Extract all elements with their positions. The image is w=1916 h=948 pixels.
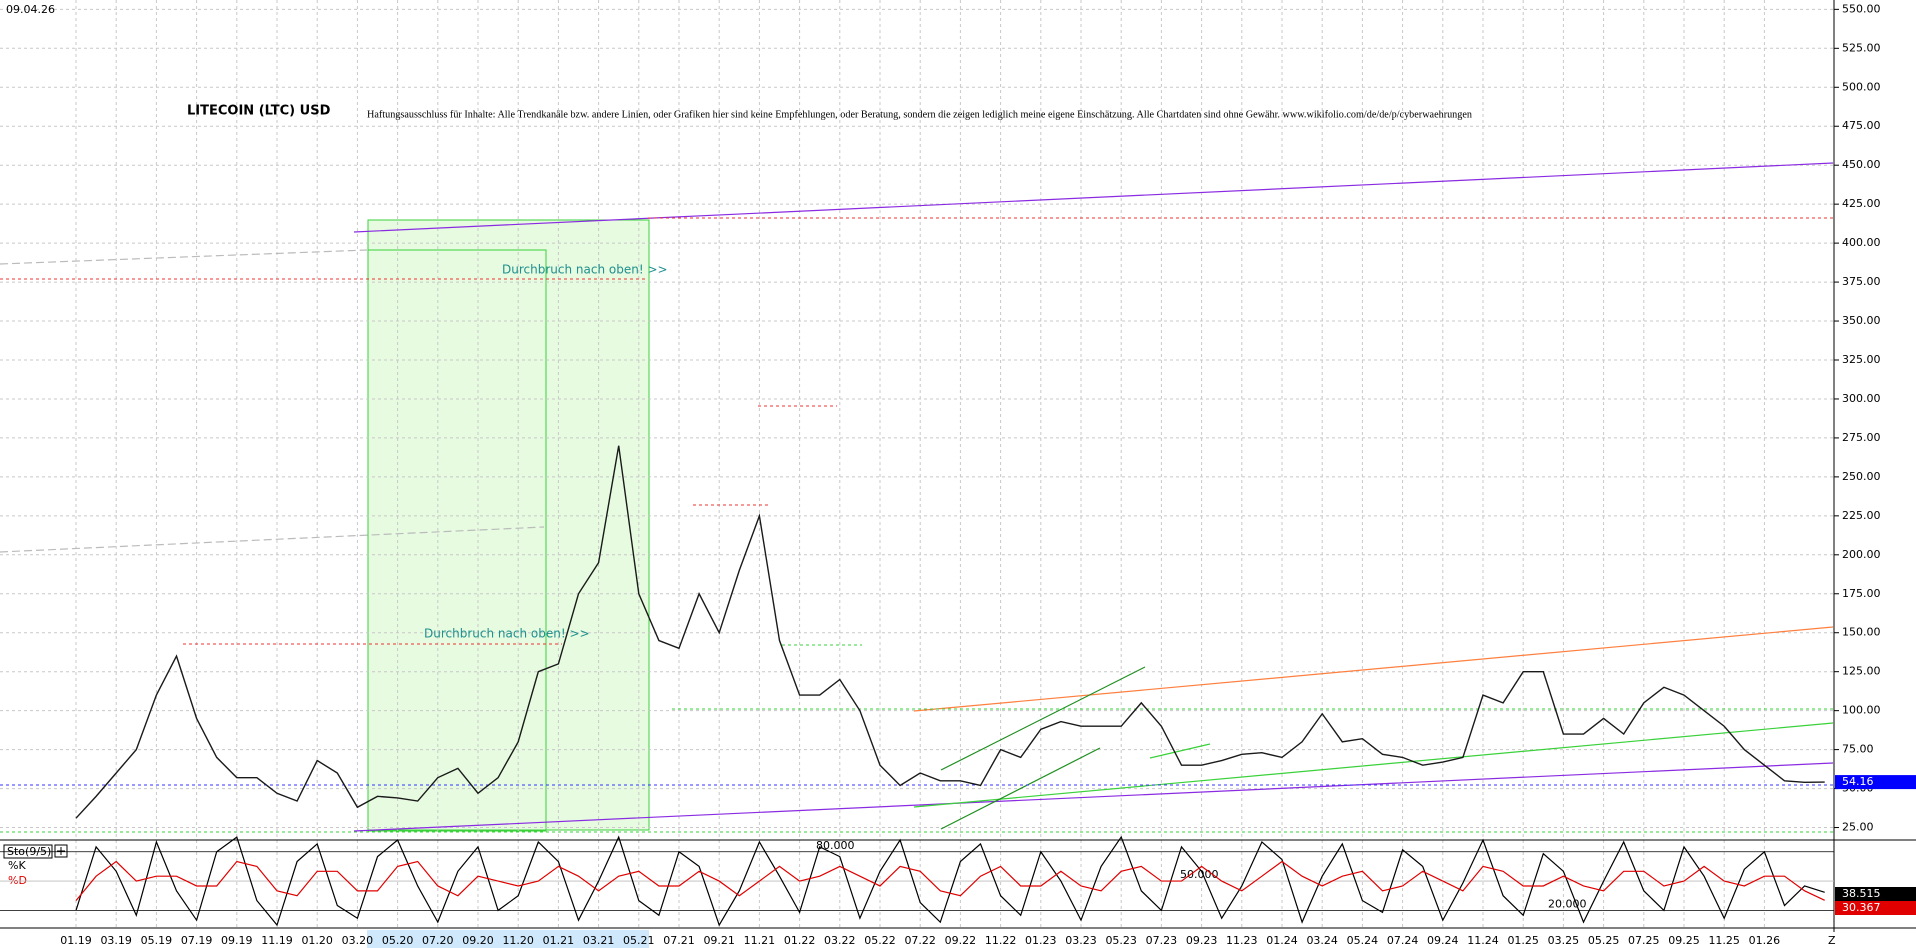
x-tick-label: 01.23 bbox=[1025, 934, 1057, 947]
x-tick-label: 03.22 bbox=[824, 934, 856, 947]
x-tick-label: 03.24 bbox=[1306, 934, 1338, 947]
y-tick-label: 500.00 bbox=[1842, 80, 1881, 93]
value-tag-label: 30.367 bbox=[1842, 901, 1881, 914]
x-tick-label: 07.24 bbox=[1387, 934, 1419, 947]
x-tick-label: 11.24 bbox=[1467, 934, 1499, 947]
x-tick-label: 09.20 bbox=[462, 934, 494, 947]
x-tick-label: 01.26 bbox=[1749, 934, 1781, 947]
x-tick-label: 07.25 bbox=[1628, 934, 1660, 947]
stoch-line bbox=[75, 835, 1825, 927]
x-tick-label: 09.23 bbox=[1186, 934, 1218, 947]
x-tick-label: 05.22 bbox=[864, 934, 896, 947]
x-tick-label: 07.21 bbox=[663, 934, 695, 947]
y-tick-label: 275.00 bbox=[1842, 431, 1881, 444]
y-tick-label: 325.00 bbox=[1842, 353, 1881, 366]
x-tick-label: 05.25 bbox=[1588, 934, 1620, 947]
y-tick-label: 125.00 bbox=[1842, 665, 1881, 678]
x-tick-label: 03.23 bbox=[1065, 934, 1097, 947]
trend-line bbox=[913, 626, 1834, 712]
date: 09.04.26 bbox=[6, 3, 55, 16]
x-tick-label: 11.23 bbox=[1226, 934, 1258, 947]
y-tick-label: 525.00 bbox=[1842, 41, 1881, 54]
trend-line bbox=[940, 666, 1146, 771]
x-tick-label: 11.25 bbox=[1708, 934, 1740, 947]
y-tick-label: 225.00 bbox=[1842, 509, 1881, 522]
price-line bbox=[75, 445, 1825, 819]
trend-line bbox=[353, 162, 1834, 233]
trend-line bbox=[1149, 743, 1211, 759]
y-tick-label: 250.00 bbox=[1842, 470, 1881, 483]
annotation: Durchbruch nach oben! >> bbox=[424, 627, 590, 641]
y-tick-label: 300.00 bbox=[1842, 392, 1881, 405]
y-tick-label: 350.00 bbox=[1842, 314, 1881, 327]
x-tick-label: 07.20 bbox=[422, 934, 454, 947]
x-tick-label: 01.20 bbox=[301, 934, 333, 947]
x-tick-label: 03.19 bbox=[100, 934, 132, 947]
x-tick-label: 05.23 bbox=[1105, 934, 1137, 947]
legend-label: %D bbox=[8, 874, 27, 887]
y-tick-label: 550.00 bbox=[1842, 2, 1881, 15]
y-tick-label: 175.00 bbox=[1842, 587, 1881, 600]
y-tick-label: 450.00 bbox=[1842, 158, 1881, 171]
x-tick-label: 05.24 bbox=[1347, 934, 1379, 947]
y-tick-label: 25.00 bbox=[1842, 821, 1874, 834]
x-tick-label: 11.21 bbox=[744, 934, 776, 947]
stoch-line bbox=[75, 860, 1825, 902]
x-tick-label: 07.23 bbox=[1146, 934, 1178, 947]
value-tag bbox=[1835, 887, 1916, 901]
x-tick-label: 05.20 bbox=[382, 934, 414, 947]
x-tick-label: 01.19 bbox=[60, 934, 92, 947]
x-tick-label: 11.19 bbox=[261, 934, 293, 947]
x-tick-label: 11.20 bbox=[502, 934, 534, 947]
y-tick-label: 375.00 bbox=[1842, 275, 1881, 288]
x-tick-label: 09.25 bbox=[1668, 934, 1700, 947]
x-selection bbox=[367, 930, 649, 948]
x-tick-label: 09.21 bbox=[703, 934, 735, 947]
x-tick-label: 01.24 bbox=[1266, 934, 1298, 947]
x-tick-label: 09.22 bbox=[945, 934, 977, 947]
zoom-button[interactable]: Z bbox=[1828, 934, 1836, 947]
last-price-tag bbox=[1835, 775, 1916, 790]
trend-line bbox=[0, 526, 545, 553]
x-tick-label: 07.19 bbox=[181, 934, 213, 947]
x-tick-label: 05.21 bbox=[623, 934, 655, 947]
y-tick-label: 150.00 bbox=[1842, 626, 1881, 639]
x-tick-label: 03.21 bbox=[583, 934, 615, 947]
x-tick-label: 01.22 bbox=[784, 934, 816, 947]
annotation: Durchbruch nach oben! >> bbox=[502, 263, 668, 277]
y-tick-label: 400.00 bbox=[1842, 236, 1881, 249]
x-tick-label: 11.22 bbox=[985, 934, 1017, 947]
x-tick-label: 09.19 bbox=[221, 934, 253, 947]
x-tick-label: 01.25 bbox=[1507, 934, 1539, 947]
level-label: 80.000 bbox=[816, 839, 855, 852]
y-tick-label: 200.00 bbox=[1842, 548, 1881, 561]
legend-label: %K bbox=[8, 859, 26, 872]
trend-line bbox=[0, 249, 368, 265]
x-tick-label: 03.25 bbox=[1548, 934, 1580, 947]
trend-line bbox=[940, 747, 1101, 830]
breakout-box-inner bbox=[367, 249, 547, 832]
y-tick-label: 475.00 bbox=[1842, 119, 1881, 132]
x-tick-label: 07.22 bbox=[904, 934, 936, 947]
level-label: 20.000 bbox=[1548, 897, 1587, 910]
breakout-box bbox=[367, 219, 650, 831]
subtitle: Haftungsausschluss für Inhalte: Alle Tre… bbox=[367, 109, 1472, 120]
x-tick-label: 01.21 bbox=[543, 934, 575, 947]
x-tick-label: 09.24 bbox=[1427, 934, 1459, 947]
add-icon bbox=[57, 847, 65, 855]
trend-line bbox=[913, 722, 1834, 808]
x-tick-label: 05.19 bbox=[141, 934, 173, 947]
chart-title: LITECOIN (LTC) USD bbox=[187, 104, 331, 119]
value-tag-label: 38.515 bbox=[1842, 887, 1881, 900]
last-price-label: 54.16 bbox=[1842, 775, 1874, 788]
y-tick-label: 425.00 bbox=[1842, 197, 1881, 210]
y-tick-label: 100.00 bbox=[1842, 704, 1881, 717]
y-tick-label: 75.00 bbox=[1842, 743, 1874, 756]
x-tick-label: 03.20 bbox=[342, 934, 374, 947]
trend-line bbox=[353, 762, 1834, 832]
value-tag bbox=[1835, 901, 1916, 915]
